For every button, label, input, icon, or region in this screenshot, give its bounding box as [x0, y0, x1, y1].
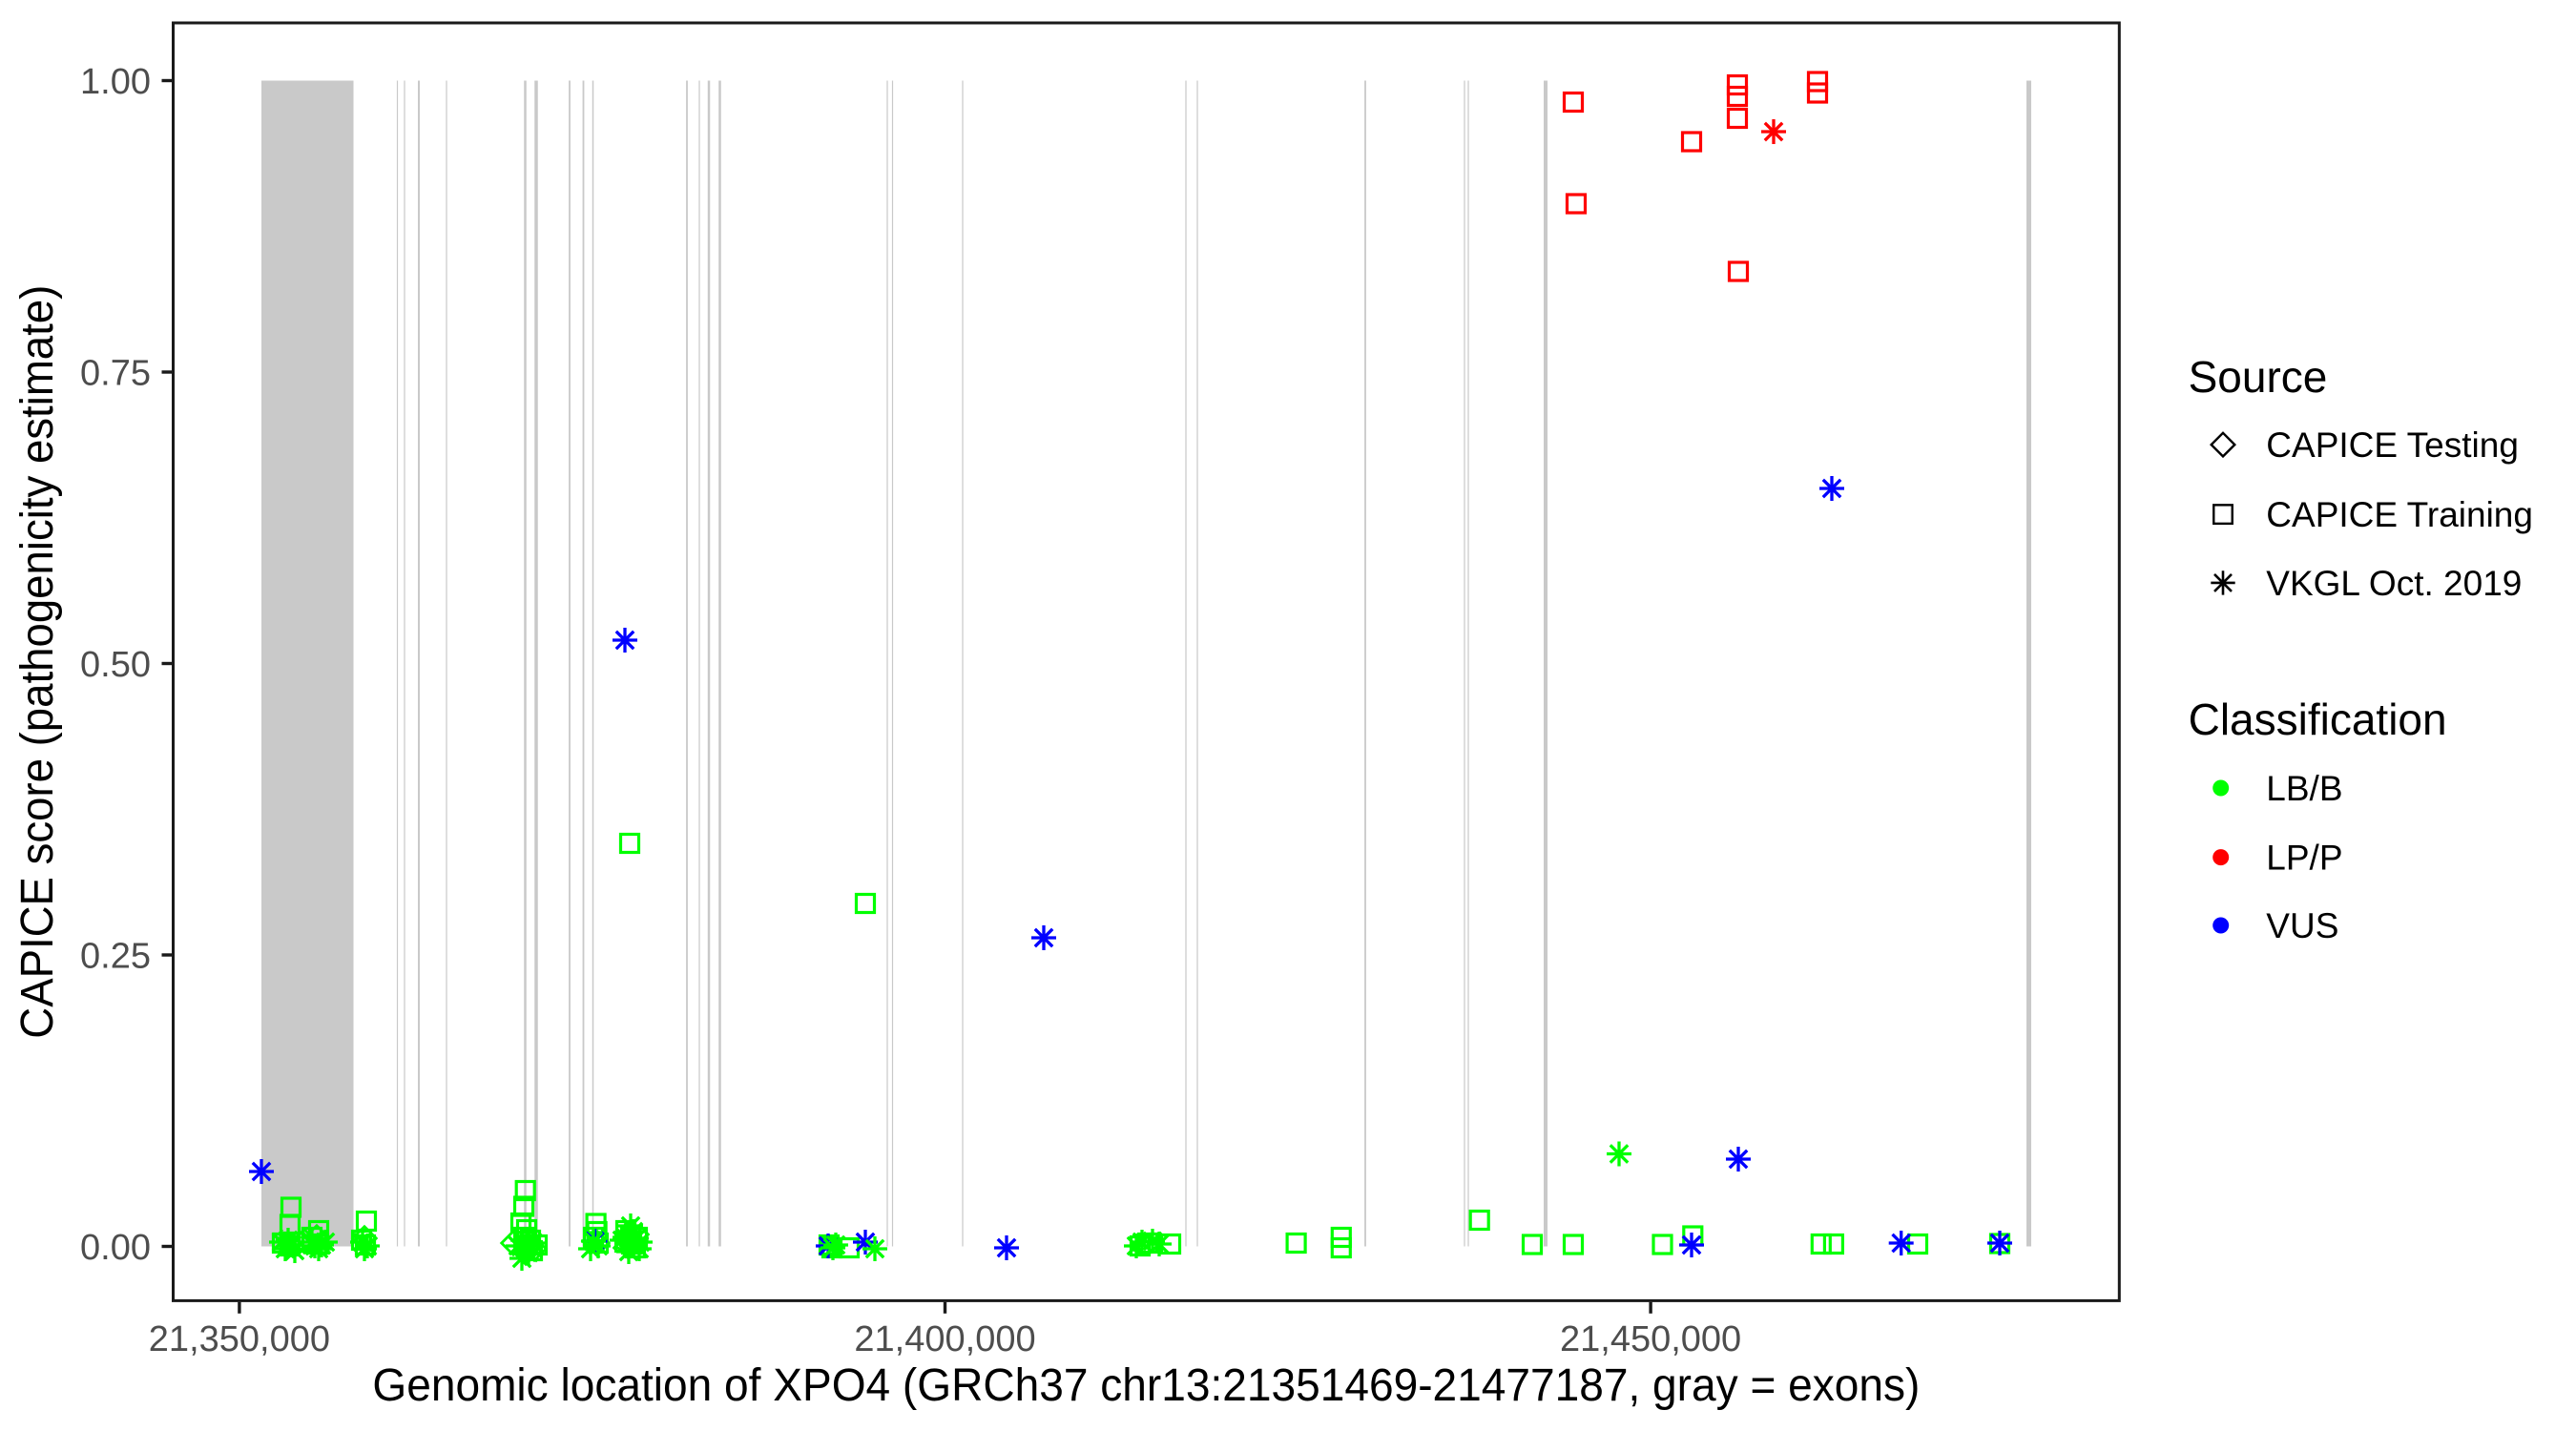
svg-text:21,350,000: 21,350,000 — [149, 1319, 330, 1359]
svg-text:Classification: Classification — [2189, 695, 2447, 744]
svg-text:0.00: 0.00 — [80, 1228, 151, 1268]
svg-text:0.75: 0.75 — [80, 353, 151, 393]
svg-text:LP/P: LP/P — [2266, 839, 2342, 878]
svg-text:CAPICE Training: CAPICE Training — [2266, 495, 2533, 534]
svg-text:Source: Source — [2189, 352, 2328, 402]
svg-text:21,450,000: 21,450,000 — [1560, 1319, 1741, 1359]
svg-text:VUS: VUS — [2266, 906, 2338, 945]
svg-text:CAPICE score (pathogenicity es: CAPICE score (pathogenicity estimate) — [12, 285, 63, 1039]
svg-text:0.25: 0.25 — [80, 936, 151, 976]
svg-text:Genomic location of XPO4 (GRCh: Genomic location of XPO4 (GRCh37 chr13:2… — [372, 1360, 1920, 1411]
svg-text:LB/B: LB/B — [2266, 769, 2342, 808]
svg-text:21,400,000: 21,400,000 — [854, 1319, 1035, 1359]
svg-text:CAPICE Testing: CAPICE Testing — [2266, 425, 2519, 465]
svg-text:1.00: 1.00 — [80, 62, 151, 102]
svg-text:0.50: 0.50 — [80, 645, 151, 685]
svg-text:VKGL Oct. 2019: VKGL Oct. 2019 — [2266, 564, 2522, 603]
